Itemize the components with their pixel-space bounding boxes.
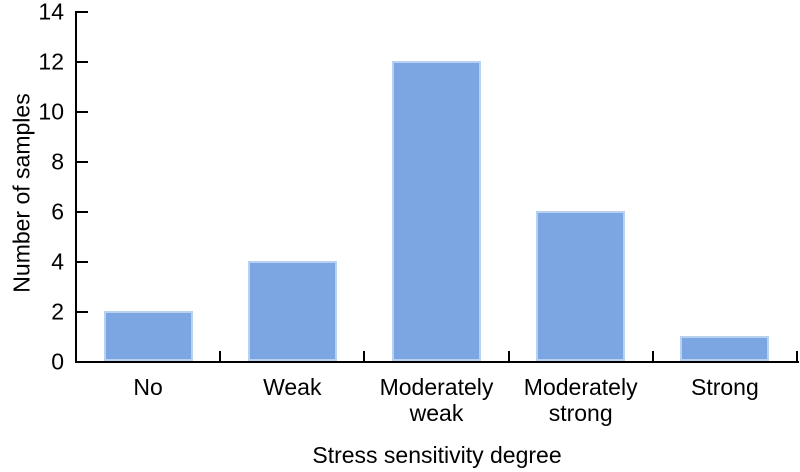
y-tick-label: 10 — [38, 98, 64, 125]
y-tick — [76, 311, 88, 313]
bar — [103, 311, 193, 361]
y-tick-label: 0 — [51, 348, 64, 375]
y-tick — [76, 211, 88, 213]
y-tick — [76, 161, 88, 163]
x-category-label: Moderately strong — [523, 374, 638, 426]
bar — [680, 336, 770, 361]
x-category-label: Moderately weak — [379, 374, 494, 426]
x-category-label: Weak — [263, 374, 322, 400]
bar — [392, 61, 481, 361]
x-tick — [796, 351, 798, 363]
x-axis-title: Stress sensitivity degree — [312, 442, 562, 468]
x-tick — [363, 351, 366, 363]
y-tick — [76, 11, 88, 13]
x-tick — [651, 351, 654, 363]
y-tick-label: 6 — [51, 198, 64, 225]
y-tick-label: 14 — [38, 0, 64, 25]
y-tick — [76, 111, 88, 113]
y-tick — [76, 61, 88, 63]
y-tick — [76, 261, 88, 263]
y-tick-label: 12 — [38, 48, 64, 75]
x-category-label: Strong — [691, 374, 759, 400]
x-axis-line — [75, 361, 799, 363]
bar — [536, 211, 626, 361]
x-category-label: No — [133, 374, 163, 400]
y-tick-label: 4 — [51, 248, 64, 275]
y-axis-title: Number of samples — [8, 93, 35, 293]
y-tick-label: 8 — [51, 148, 64, 175]
y-axis-line — [75, 11, 77, 363]
x-tick — [219, 351, 222, 363]
bar — [247, 261, 337, 361]
x-tick — [507, 351, 510, 363]
y-tick-label: 2 — [51, 298, 64, 325]
